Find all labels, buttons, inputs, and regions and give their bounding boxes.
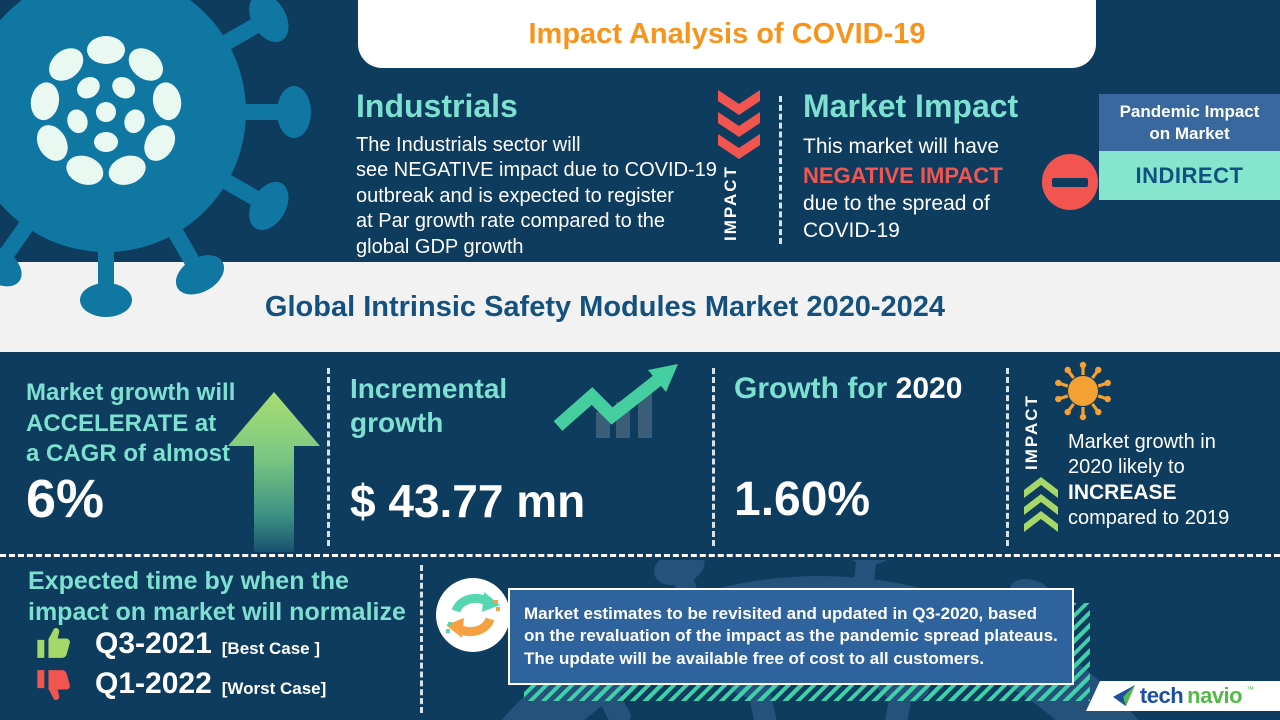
impact-2020-line3: compared to 2019 — [1068, 507, 1230, 530]
impact-2020-line1: Market growth in — [1068, 431, 1216, 453]
impact-2020-highlight: INCREASE — [1068, 481, 1177, 504]
normalize-heading: Expected time by when the impact on mark… — [28, 567, 406, 626]
best-case-row: Q3-2021 [Best Case ] — [33, 626, 320, 662]
refresh-icon — [436, 578, 510, 652]
logo-trademark: ™ — [1246, 685, 1255, 694]
worst-case-row: Q1-2022 [Worst Case] — [33, 666, 326, 702]
growth-2020-label: Growth for 2020 — [734, 372, 962, 406]
best-case-label: [Best Case ] — [221, 639, 321, 658]
chevron-triple-up-icon — [1024, 477, 1058, 532]
coronavirus-illustration-icon — [0, 0, 311, 317]
dashed-divider-vertical — [1006, 368, 1009, 546]
pandemic-impact-panel-title: Pandemic Impact on Market — [1099, 94, 1280, 151]
best-case-quarter: Q3-2021 — [95, 627, 212, 660]
pandemic-impact-value-badge: INDIRECT — [1099, 151, 1280, 200]
technavio-plane-icon — [1112, 685, 1135, 707]
market-impact-line2: due to the spread of — [803, 191, 990, 215]
dashed-divider-vertical — [420, 565, 423, 713]
industrials-heading: Industrials — [356, 88, 518, 124]
dashed-divider-vertical — [779, 96, 782, 244]
worst-case-quarter: Q1-2022 — [95, 667, 212, 700]
logo-part1: tech — [1139, 683, 1184, 708]
incremental-growth-label: Incremental growth — [350, 373, 508, 439]
market-impact-section: Market Impact This market will have NEGA… — [803, 88, 1053, 245]
growth-2020-label-accent: Growth for — [734, 372, 888, 405]
no-entry-icon — [1042, 154, 1098, 210]
dashed-divider-vertical — [712, 368, 715, 546]
banner-title: Impact Analysis of COVID-19 — [528, 17, 926, 50]
impact-2020-line2: 2020 likely to — [1068, 456, 1185, 478]
note-box: Market estimates to be revisited and upd… — [508, 588, 1074, 685]
coronavirus-small-icon — [1055, 361, 1111, 421]
incremental-growth-value: $ 43.77 mn — [350, 475, 586, 527]
market-impact-heading: Market Impact — [803, 88, 1019, 124]
trend-up-chart-icon — [553, 364, 678, 438]
impact-2020-text: Market growth in 2020 likely to INCREASE… — [1068, 430, 1280, 531]
industrials-section: Industrials The Industrials sector will … — [356, 88, 736, 260]
market-title: Global Intrinsic Safety Modules Market 2… — [264, 290, 946, 323]
chevron-triple-down-icon — [718, 90, 760, 159]
industrials-body: The Industrials sector will see NEGATIVE… — [356, 134, 717, 258]
growth-2020-label-year: 2020 — [895, 372, 963, 405]
market-impact-line3: COVID-19 — [803, 219, 900, 243]
note-text: Market estimates to be revisited and upd… — [524, 603, 1058, 668]
logo-part2: navio — [1187, 683, 1243, 708]
market-impact-highlight: NEGATIVE IMPACT — [803, 162, 1003, 188]
cagr-value: 6% — [26, 469, 105, 529]
growth-2020-value: 1.60% — [734, 473, 871, 526]
worst-case-label: [Worst Case] — [221, 679, 327, 698]
up-arrow-icon — [228, 392, 320, 552]
market-impact-line1: This market will have — [803, 135, 1000, 158]
thumbs-down-icon — [37, 670, 70, 701]
impact-label: IMPACT — [1022, 394, 1041, 470]
banner: Impact Analysis of COVID-19 — [358, 0, 1096, 68]
technavio-logo: tech navio ™ — [1086, 681, 1280, 711]
refresh-arrows-icon — [446, 592, 500, 638]
cagr-lead-text: Market growth will ACCELERATE at a CAGR … — [26, 379, 236, 468]
dashed-divider-vertical — [327, 368, 330, 546]
thumbs-up-icon — [37, 627, 70, 658]
no-entry-bar — [1052, 177, 1088, 187]
dashed-divider-horizontal — [0, 554, 1280, 557]
